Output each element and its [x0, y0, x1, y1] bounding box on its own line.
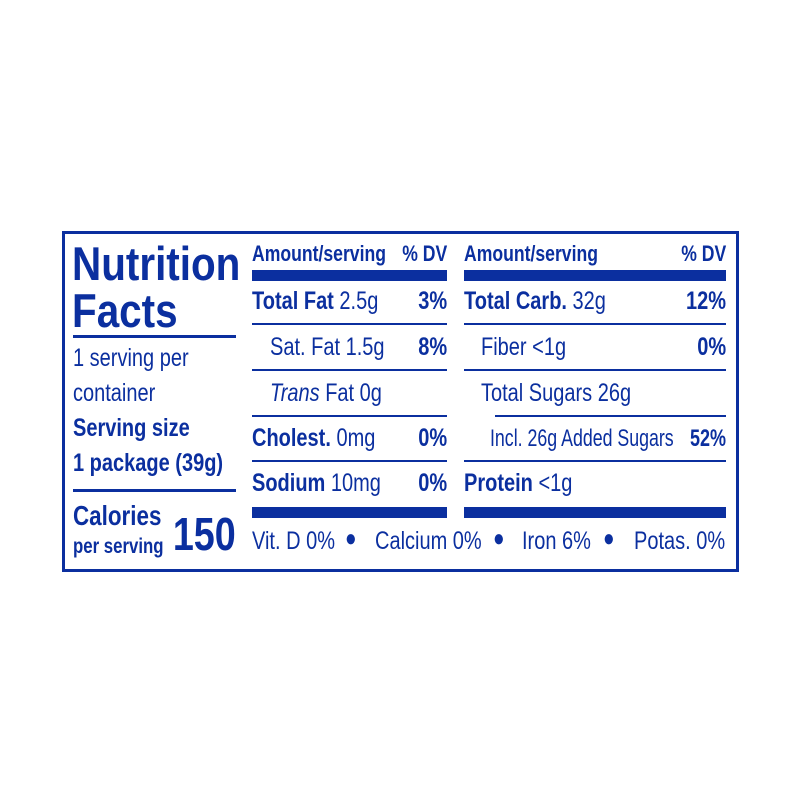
- thick-bar: [464, 270, 726, 281]
- servings-per-container-line2: container: [73, 379, 156, 407]
- row-total-fat: Total Fat 2.5g: [252, 289, 378, 314]
- nutrient-name: Total Sugars: [481, 379, 593, 407]
- thick-bar: [252, 270, 447, 281]
- nutrient-name: Total Fat: [252, 287, 334, 315]
- row-fiber: Fiber <1g: [481, 335, 566, 360]
- serving-size-label: Serving size: [73, 414, 190, 442]
- dv-total-carb: 12%: [685, 287, 726, 315]
- nutrient-name: Sat. Fat: [270, 333, 341, 361]
- divider: [252, 460, 447, 462]
- row-added-sugars: Incl. 26g Added Sugars: [490, 425, 674, 452]
- thick-bar: [464, 507, 726, 518]
- left-header-dv: % DV: [402, 241, 447, 266]
- nutrient-amount: 32g: [572, 287, 606, 315]
- serving-size-value: 1 package (39g): [73, 449, 224, 477]
- row-trans-fat: Trans Fat 0g: [270, 381, 382, 406]
- servings-per-container-line1: 1 serving per: [73, 344, 189, 372]
- bullet-icon: ●: [345, 525, 357, 552]
- nutrient-amount: 0mg: [336, 424, 376, 452]
- right-header-amount: Amount/serving: [464, 241, 598, 266]
- bullet-icon: ●: [603, 525, 615, 552]
- nutrient-amount: <1g: [532, 333, 567, 361]
- divider: [252, 369, 447, 371]
- nutrient-name: Cholest.: [252, 424, 331, 452]
- divider: [252, 415, 447, 417]
- calcium: Calcium 0%: [375, 527, 482, 555]
- nutrient-name: Fiber: [481, 333, 527, 361]
- nutrient-amount: <1g: [538, 469, 573, 497]
- dv-added-sugars: 52%: [689, 425, 726, 452]
- vitamin-d: Vit. D 0%: [252, 527, 335, 555]
- row-protein: Protein <1g: [464, 471, 572, 496]
- divider: [495, 415, 726, 417]
- divider: [252, 323, 447, 325]
- nutrient-name: Total Carb.: [464, 287, 567, 315]
- thick-bar: [252, 507, 447, 518]
- divider: [464, 460, 726, 462]
- dv-sat-fat: 8%: [418, 333, 447, 361]
- divider: [464, 369, 726, 371]
- divider: [73, 489, 236, 492]
- nutrient-amount: 2.5g: [339, 287, 379, 315]
- row-total-sugars: Total Sugars 26g: [481, 381, 631, 406]
- calories-per-serving: per serving: [73, 535, 164, 558]
- nutrition-facts-panel: [62, 231, 739, 572]
- row-sodium: Sodium 10mg: [252, 471, 381, 496]
- calories-value: 150: [173, 508, 236, 560]
- dv-total-fat: 3%: [418, 287, 447, 315]
- bullet-icon: ●: [493, 525, 505, 552]
- nutrient-name: Protein: [464, 469, 533, 497]
- nutrient-amount: 0g: [359, 379, 382, 407]
- nutrient-name: Sodium: [252, 469, 326, 497]
- nutrient-name: Trans: [270, 379, 320, 407]
- calories-label: Calories: [73, 500, 162, 531]
- right-header-dv: % DV: [681, 241, 726, 266]
- nutrient-amount: 10mg: [330, 469, 381, 497]
- divider: [464, 323, 726, 325]
- divider: [73, 335, 236, 338]
- row-total-carb: Total Carb. 32g: [464, 289, 606, 314]
- title-nutrition: Nutrition: [72, 237, 241, 290]
- dv-cholesterol: 0%: [418, 424, 447, 452]
- iron: Iron 6%: [522, 527, 591, 555]
- title-facts: Facts: [72, 284, 178, 337]
- row-cholesterol: Cholest. 0mg: [252, 426, 375, 451]
- dv-fiber: 0%: [697, 333, 726, 361]
- dv-sodium: 0%: [418, 469, 447, 497]
- nutrient-name-rest: Fat: [325, 379, 355, 407]
- nutrient-amount: 26g: [597, 379, 632, 407]
- left-header-amount: Amount/serving: [252, 241, 386, 266]
- potassium: Potas. 0%: [634, 527, 726, 555]
- row-sat-fat: Sat. Fat 1.5g: [270, 335, 385, 360]
- nutrient-amount: 1.5g: [345, 333, 385, 361]
